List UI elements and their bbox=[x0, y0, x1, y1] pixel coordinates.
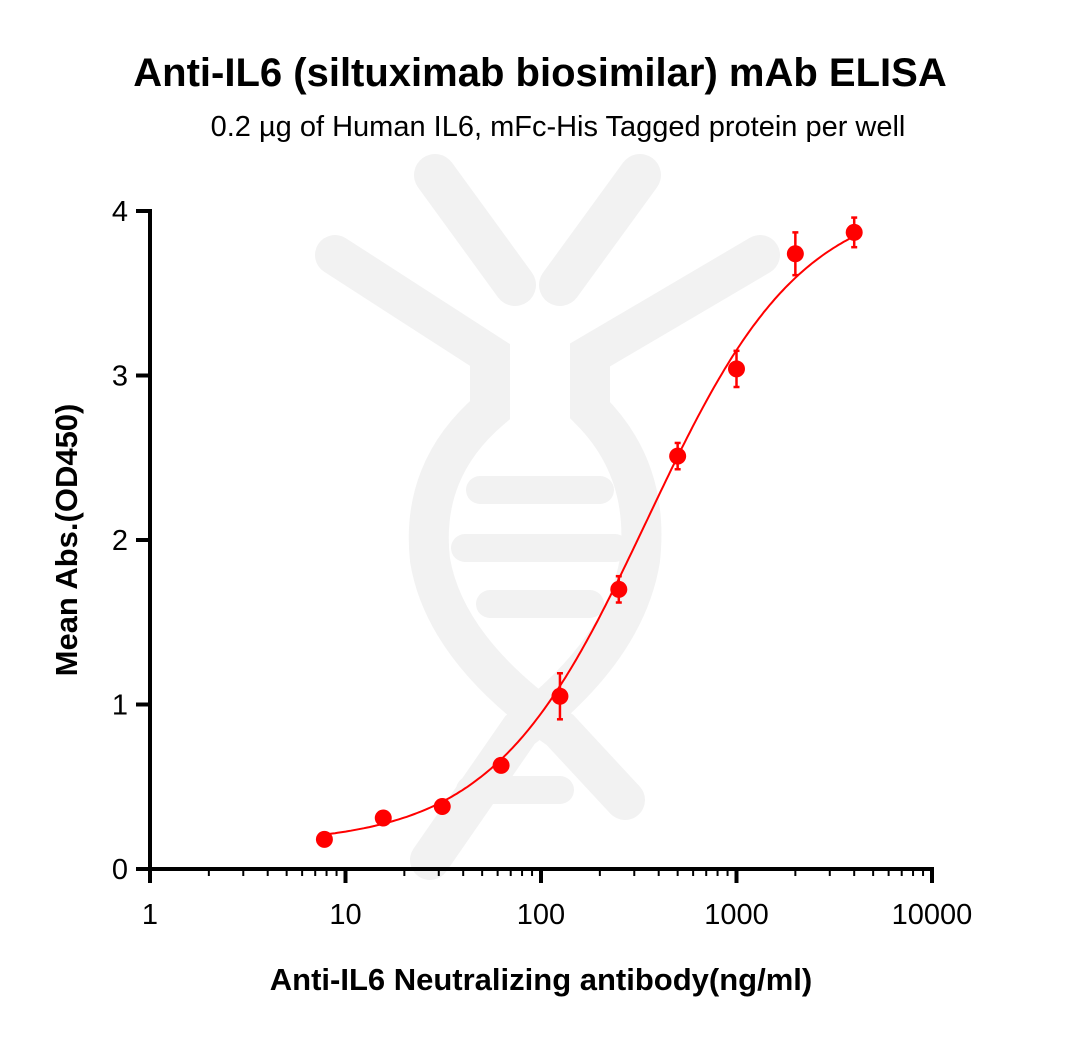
data-point bbox=[315, 830, 333, 848]
chart-title: Anti-IL6 (siltuximab biosimilar) mAb ELI… bbox=[133, 51, 946, 95]
point-marker bbox=[492, 756, 510, 774]
data-point bbox=[374, 809, 392, 827]
point-marker bbox=[610, 580, 628, 598]
data-points bbox=[315, 216, 863, 848]
point-marker bbox=[728, 360, 745, 378]
x-tick-label: 10 bbox=[329, 899, 361, 931]
data-point bbox=[433, 797, 451, 815]
x-tick-label: 1000 bbox=[704, 899, 769, 931]
point-marker bbox=[315, 830, 333, 848]
point-marker bbox=[845, 223, 863, 241]
x-axis-label: Anti-IL6 Neutralizing antibody(ng/ml) bbox=[270, 962, 812, 997]
y-tick-label: 2 bbox=[112, 525, 128, 557]
watermark-logo bbox=[315, 154, 780, 880]
point-marker bbox=[786, 245, 804, 263]
data-point bbox=[492, 756, 510, 774]
data-point bbox=[845, 216, 863, 249]
point-marker bbox=[551, 687, 569, 705]
y-tick-label: 0 bbox=[112, 854, 128, 886]
y-tick-label: 1 bbox=[112, 690, 128, 722]
point-marker bbox=[374, 809, 392, 827]
chart-subtitle: 0.2 µg of Human IL6, mFc-His Tagged prot… bbox=[211, 111, 906, 143]
point-marker bbox=[433, 797, 451, 815]
point-marker bbox=[669, 447, 687, 465]
x-tick-label: 1 bbox=[142, 899, 158, 931]
y-tick-label: 3 bbox=[112, 361, 128, 393]
data-point bbox=[551, 671, 569, 721]
data-point bbox=[728, 349, 745, 389]
data-point bbox=[669, 441, 687, 471]
data-point bbox=[786, 231, 804, 277]
data-point bbox=[610, 574, 628, 604]
fit-curve bbox=[324, 235, 855, 836]
axes bbox=[136, 209, 934, 883]
y-tick-label: 4 bbox=[112, 196, 128, 228]
x-tick-label: 100 bbox=[517, 899, 565, 931]
y-axis-label: Mean Abs.(OD450) bbox=[49, 404, 84, 677]
x-tick-label: 10000 bbox=[892, 899, 973, 931]
